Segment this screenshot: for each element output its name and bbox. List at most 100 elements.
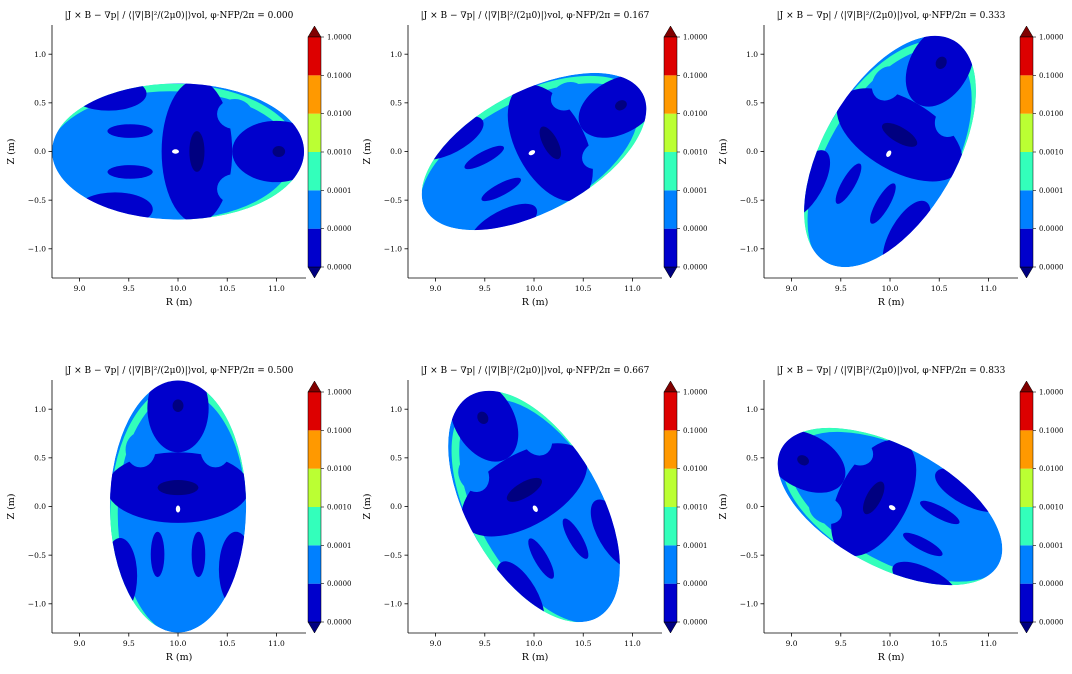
- colorbar-tick-label: 0.0000: [1039, 619, 1064, 627]
- y-tick-label: 1.0: [746, 50, 758, 59]
- panel-4: |J × B − ∇p| / ⟨|∇|B|²/(2μ0)|⟩vol, φ·NFP…: [362, 365, 708, 663]
- colorbar-tick-label: 1.0000: [683, 389, 708, 397]
- colorbar-tick-label: 0.0000: [327, 619, 352, 627]
- colorbar-over-arrow: [663, 25, 678, 38]
- contour-lobe: [125, 432, 156, 468]
- colorbar-tick-label: 0.0100: [683, 465, 708, 473]
- colorbar-segment: [1020, 37, 1033, 76]
- x-tick-label: 10.5: [931, 284, 948, 293]
- contour-fill: [52, 83, 305, 220]
- contour-fill: [448, 378, 639, 631]
- x-tick-label: 9.5: [479, 639, 491, 648]
- y-tick-label: 0.0: [390, 147, 402, 156]
- colorbar-over-arrow: [307, 380, 322, 393]
- colorbar-segment: [664, 75, 677, 114]
- colorbar-under-arrow: [1019, 266, 1034, 279]
- contour-min-spot: [863, 481, 885, 515]
- panel-0: |J × B − ∇p| / ⟨|∇|B|²/(2μ0)|⟩vol, φ·NFP…: [6, 10, 352, 308]
- x-tick-label: 9.5: [479, 284, 491, 293]
- y-axis-label: Z (m): [718, 138, 729, 164]
- y-tick-label: 0.5: [390, 99, 402, 108]
- colorbar-segment: [664, 113, 677, 152]
- colorbar-segment: [308, 152, 321, 191]
- contour-lobe: [217, 173, 253, 204]
- contour-fill: [109, 380, 247, 633]
- magnetic-axis-hole: [175, 505, 181, 513]
- colorbar-segment: [1020, 190, 1033, 229]
- colorbar-segment: [1020, 152, 1033, 191]
- colorbar: 0.0000 0.0000 0.0001 0.0010 0.0100 0.1000 1.00…: [1019, 25, 1064, 279]
- y-tick-label: 1.0: [390, 405, 402, 414]
- panel-3: |J × B − ∇p| / ⟨|∇|B|²/(2μ0)|⟩vol, φ·NFP…: [6, 365, 352, 663]
- colorbar-tick-label: 0.0000: [1039, 580, 1064, 588]
- y-axis-label: Z (m): [362, 138, 373, 164]
- y-tick-label: 0.5: [34, 454, 46, 463]
- x-tick-label: 9.5: [835, 284, 847, 293]
- colorbar-segment: [308, 583, 321, 622]
- x-tick-label: 10.5: [219, 639, 236, 648]
- colorbar-segment: [664, 583, 677, 622]
- x-tick-label: 11.0: [980, 639, 997, 648]
- contour-lobe: [809, 495, 842, 525]
- x-tick-label: 11.0: [624, 284, 641, 293]
- contour-region: [70, 83, 147, 111]
- colorbar-tick-label: 0.0010: [1039, 149, 1064, 157]
- x-tick-label: 10.0: [526, 639, 543, 648]
- colorbar-segment: [1020, 507, 1033, 546]
- colorbar-tick-label: 0.0001: [1039, 187, 1064, 195]
- y-axis-label: Z (m): [6, 138, 17, 164]
- colorbar-under-arrow: [307, 266, 322, 279]
- magnetic-axis-hole: [888, 505, 896, 511]
- colorbar: 0.0000 0.0000 0.0001 0.0010 0.0100 0.1000 1.00…: [307, 25, 352, 279]
- colorbar-segment: [664, 190, 677, 229]
- colorbar-tick-label: 0.0000: [683, 619, 708, 627]
- colorbar-tick-label: 0.1000: [327, 72, 352, 80]
- colorbar-segment: [664, 37, 677, 76]
- y-tick-label: 0.5: [34, 99, 46, 108]
- colorbar: 0.0000 0.0000 0.0001 0.0010 0.0100 0.1000 1.00…: [1019, 380, 1064, 634]
- colorbar-under-arrow: [663, 621, 678, 634]
- y-tick-label: −0.5: [384, 551, 402, 560]
- panel-title: |J × B − ∇p| / ⟨|∇|B|²/(2μ0)|⟩vol, φ·NFP…: [777, 10, 1006, 21]
- magnetic-axis-hole: [171, 149, 179, 154]
- y-tick-label: 0.0: [746, 147, 758, 156]
- contour-min-spot: [539, 126, 562, 160]
- colorbar-tick-label: 0.0100: [1039, 465, 1064, 473]
- colorbar-tick-label: 0.1000: [1039, 427, 1064, 435]
- contour-region: [835, 163, 862, 204]
- contour-min-spot: [157, 480, 199, 496]
- contour-min-spot: [477, 411, 489, 424]
- contour-fill: [413, 72, 659, 248]
- x-tick-label: 9.5: [123, 639, 135, 648]
- x-axis-label: R (m): [878, 652, 905, 663]
- y-tick-label: 0.5: [746, 454, 758, 463]
- panel-1: |J × B − ∇p| / ⟨|∇|B|²/(2μ0)|⟩vol, φ·NFP…: [362, 10, 708, 308]
- colorbar-tick-label: 0.1000: [327, 427, 352, 435]
- colorbar-segment: [1020, 228, 1033, 267]
- colorbar-over-arrow: [663, 380, 678, 393]
- panel-title: |J × B − ∇p| / ⟨|∇|B|²/(2μ0)|⟩vol, φ·NFP…: [777, 365, 1006, 376]
- contour-lobe: [840, 436, 874, 466]
- x-axis-label: R (m): [166, 297, 193, 308]
- colorbar-over-arrow: [1019, 380, 1034, 393]
- colorbar-tick-label: 0.0000: [327, 264, 352, 272]
- contour-region: [107, 165, 153, 179]
- colorbar-tick-label: 0.0000: [683, 264, 708, 272]
- contour-region: [77, 192, 153, 220]
- y-tick-label: 0.0: [390, 502, 402, 511]
- colorbar-tick-label: 0.0001: [683, 542, 708, 550]
- colorbar-tick-label: 0.1000: [683, 72, 708, 80]
- colorbar-segment: [308, 113, 321, 152]
- colorbar-tick-label: 1.0000: [1039, 389, 1064, 397]
- contour-region: [150, 531, 165, 578]
- colorbar-under-arrow: [1019, 621, 1034, 634]
- x-tick-label: 9.0: [786, 284, 798, 293]
- colorbar-segment: [308, 392, 321, 431]
- x-tick-label: 10.5: [219, 284, 236, 293]
- contour-min-spot: [172, 399, 184, 412]
- y-tick-label: −1.0: [740, 600, 758, 609]
- colorbar-segment: [664, 430, 677, 469]
- y-tick-label: −1.0: [384, 245, 402, 254]
- x-axis-label: R (m): [166, 652, 193, 663]
